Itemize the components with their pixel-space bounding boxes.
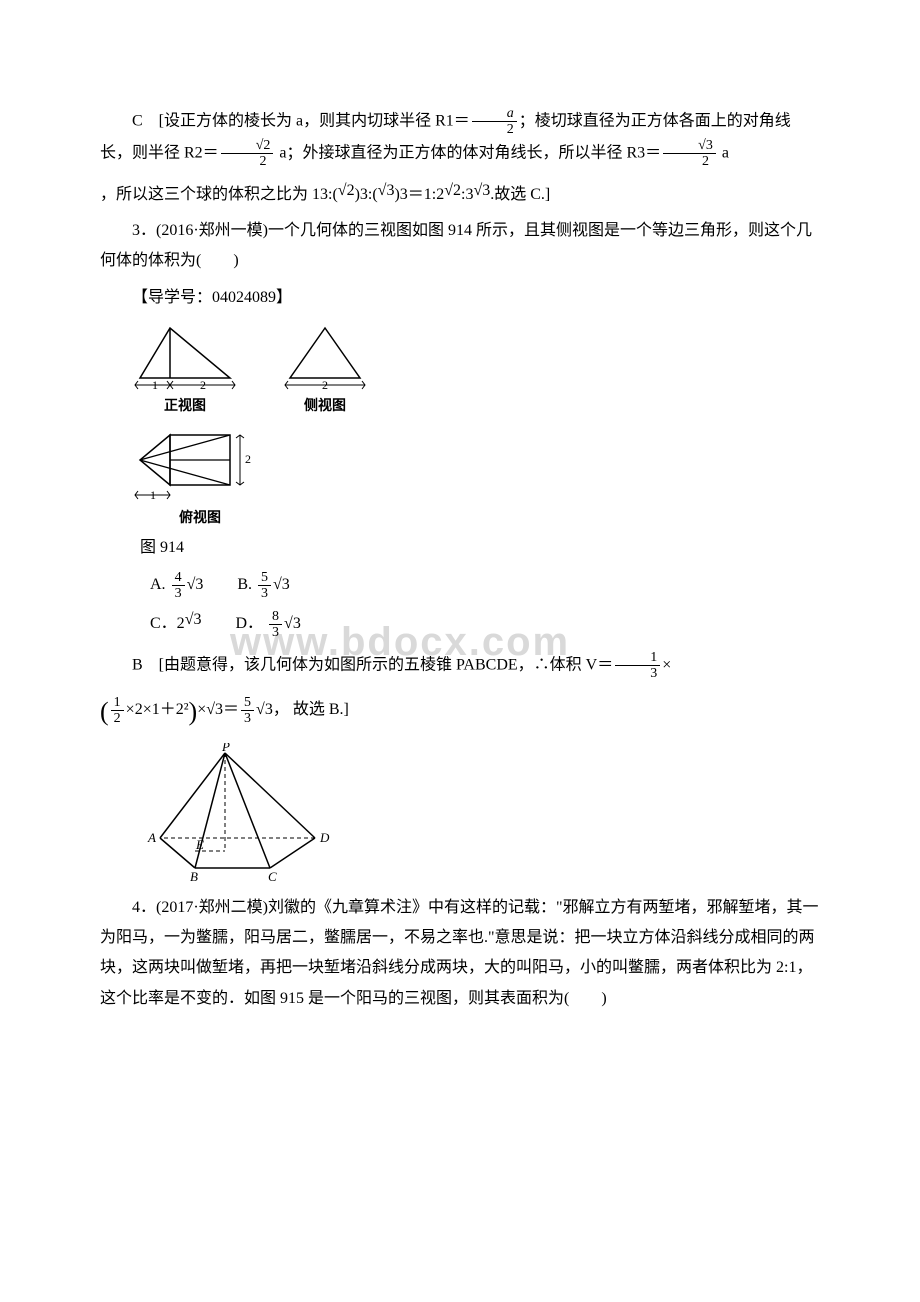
q3-options: A. 43√3 B. 53√3 C．2√3 D． 83√3 xyxy=(150,567,820,641)
frac-half: 12 xyxy=(111,695,124,727)
q2-explanation-1: C [设正方体的棱长为 a，则其内切球半径 R1＝a2；棱切球直径为正方体各面上… xyxy=(100,106,820,170)
svg-text:D: D xyxy=(319,830,330,845)
option-d-label: D． xyxy=(235,615,263,632)
frac-sqrt2-over-2: √22 xyxy=(221,138,274,170)
option-a-tail: √3 xyxy=(187,576,204,593)
top-view-caption: 俯视图 xyxy=(130,507,270,527)
frac-a-over-2: a2 xyxy=(472,106,517,138)
q3-expl-sqrt3: √3 xyxy=(206,701,223,718)
option-a: A. 43√3 xyxy=(150,567,203,602)
option-d-tail: √3 xyxy=(284,615,301,632)
q3-explanation: B [由题意得，该几何体为如图所示的五棱锥 PABCDE，∴体积 V＝13× xyxy=(100,650,820,682)
q3-expl-b: × xyxy=(197,701,206,718)
svg-text:P: P xyxy=(221,743,230,754)
q3-expl-c: ， 故选 B.] xyxy=(273,701,349,718)
q3-explanation-2: (12×2×1＋2²)×√3＝53√3， 故选 B.] xyxy=(100,687,820,736)
q3-expl-sqrt3b: √3 xyxy=(256,701,273,718)
q2-text-2b: )3:( xyxy=(355,186,378,203)
option-b: B. 53√3 xyxy=(237,567,289,602)
svg-text:1: 1 xyxy=(152,378,158,392)
option-a-label: A. xyxy=(150,576,166,593)
frac-1-3: 13 xyxy=(615,650,660,682)
option-c-label: C．2 xyxy=(150,615,185,632)
q2-text-2a: ，所以这三个球的体积之比为 13:( xyxy=(100,186,338,203)
three-view-row2: 2 1 俯视图 xyxy=(130,425,820,527)
option-b-frac: 53 xyxy=(258,570,271,602)
q2-sqrt3-a: √3 xyxy=(378,182,395,199)
q3-expl-eq: ＝ xyxy=(223,701,239,718)
q2-sqrt3-b: √3 xyxy=(473,182,490,199)
q2-sqrt2-a: √2 xyxy=(338,182,355,199)
pyramid-figure: P A B C D E xyxy=(140,743,820,883)
pyramid-svg: P A B C D E xyxy=(140,743,340,883)
option-c: C．2√3 xyxy=(150,602,201,641)
lparen-icon: ( xyxy=(100,697,109,726)
q2-text-2e: .故选 C.] xyxy=(490,186,550,203)
q4-stem: 4．(2017·郑州二模)刘徽的《九章算术注》中有这样的记载："邪解立方有两堑堵… xyxy=(100,893,820,1015)
svg-text:A: A xyxy=(147,830,156,845)
front-view-caption: 正视图 xyxy=(130,395,240,415)
svg-text:2: 2 xyxy=(322,378,328,392)
q3-guide: 【导学号：04024089】 xyxy=(100,283,820,313)
svg-text:1: 1 xyxy=(150,488,156,502)
option-b-label: B. xyxy=(237,576,252,593)
side-view-svg: 2 xyxy=(280,323,370,393)
top-view-svg: 2 1 xyxy=(130,425,270,505)
q2-text-2d: :3 xyxy=(461,186,473,203)
front-view-svg: 1 2 xyxy=(130,323,240,393)
q3-expl-times: × xyxy=(662,656,671,673)
q2-explanation-2: ，所以这三个球的体积之比为 13:(√2)3:(√3)3＝1:2√2:3√3.故… xyxy=(100,176,820,210)
svg-text:2: 2 xyxy=(245,452,251,466)
svg-text:C: C xyxy=(268,869,277,883)
side-view-block: 2 侧视图 xyxy=(280,323,370,415)
option-c-tail: √3 xyxy=(185,611,202,628)
q2-text-2c: )3＝1:2 xyxy=(394,186,444,203)
front-view-block: 1 2 正视图 xyxy=(130,323,240,415)
rparen-icon: ) xyxy=(189,697,198,726)
frac-sqrt3-over-2: √32 xyxy=(663,138,716,170)
q2-text-1a: C [设正方体的棱长为 a，则其内切球半径 R1＝ xyxy=(132,113,470,130)
q2-text-1d: a xyxy=(718,144,729,161)
option-d-frac: 83 xyxy=(269,609,282,641)
svg-text:B: B xyxy=(190,869,198,883)
fig-914-label: 图 914 xyxy=(140,533,820,557)
top-view-block: 2 1 俯视图 xyxy=(130,425,270,527)
three-view-row1: 1 2 正视图 2 侧视图 xyxy=(130,323,820,415)
svg-text:2: 2 xyxy=(200,378,206,392)
option-a-frac: 43 xyxy=(172,570,185,602)
side-view-caption: 侧视图 xyxy=(280,395,370,415)
frac-5-3: 53 xyxy=(241,695,254,727)
q3-expl-a: B [由题意得，该几何体为如图所示的五棱锥 PABCDE，∴体积 V＝ xyxy=(132,656,613,673)
q2-sqrt2-b: √2 xyxy=(444,182,461,199)
q3-stem: 3．(2016·郑州一模)一个几何体的三视图如图 914 所示，且其侧视图是一个… xyxy=(100,216,820,277)
option-d: D． 83√3 xyxy=(235,606,300,641)
q2-text-1c: a；外接球直径为正方体的体对角线长，所以半径 R3＝ xyxy=(275,144,661,161)
option-b-tail: √3 xyxy=(273,576,290,593)
svg-text:E: E xyxy=(195,837,204,852)
